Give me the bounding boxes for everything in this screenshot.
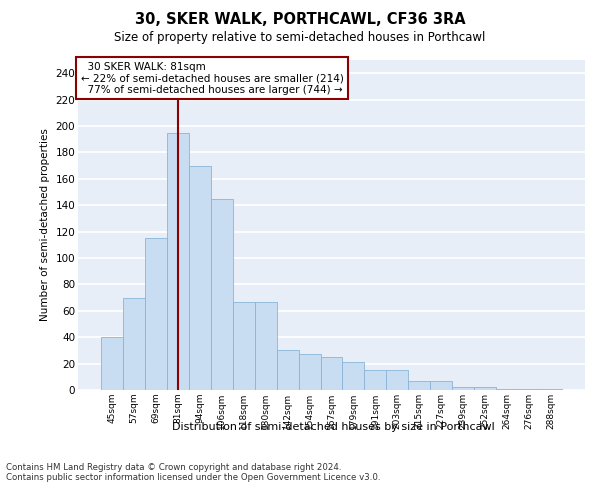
Bar: [167, 132, 189, 390]
Bar: [320, 357, 343, 390]
Bar: [409, 381, 430, 390]
Bar: [101, 337, 123, 390]
Bar: [123, 298, 145, 390]
Bar: [233, 302, 254, 390]
Bar: [518, 388, 540, 390]
Bar: [540, 388, 562, 390]
Bar: [474, 388, 496, 390]
Bar: [452, 388, 474, 390]
Bar: [299, 354, 320, 390]
Bar: [386, 370, 409, 390]
Text: Contains HM Land Registry data © Crown copyright and database right 2024.
Contai: Contains HM Land Registry data © Crown c…: [6, 462, 380, 482]
Bar: [189, 166, 211, 390]
Text: Size of property relative to semi-detached houses in Porthcawl: Size of property relative to semi-detach…: [115, 31, 485, 44]
Bar: [277, 350, 299, 390]
Text: Distribution of semi-detached houses by size in Porthcawl: Distribution of semi-detached houses by …: [172, 422, 494, 432]
Text: 30, SKER WALK, PORTHCAWL, CF36 3RA: 30, SKER WALK, PORTHCAWL, CF36 3RA: [134, 12, 466, 28]
Bar: [343, 362, 364, 390]
Bar: [145, 238, 167, 390]
Text: 30 SKER WALK: 81sqm
← 22% of semi-detached houses are smaller (214)
  77% of sem: 30 SKER WALK: 81sqm ← 22% of semi-detach…: [80, 62, 343, 95]
Y-axis label: Number of semi-detached properties: Number of semi-detached properties: [40, 128, 50, 322]
Bar: [364, 370, 386, 390]
Bar: [496, 388, 518, 390]
Bar: [211, 198, 233, 390]
Bar: [430, 381, 452, 390]
Bar: [254, 302, 277, 390]
